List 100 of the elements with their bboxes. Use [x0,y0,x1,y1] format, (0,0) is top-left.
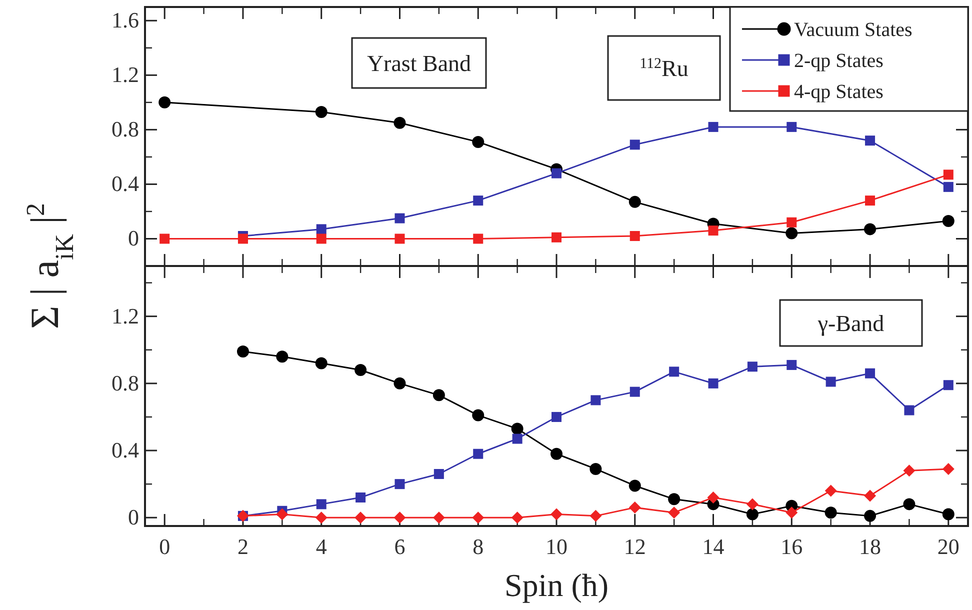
point [473,448,484,459]
point [432,389,445,402]
point [824,484,837,497]
point [630,140,640,150]
x-tick-label: 10 [546,534,568,559]
point [276,350,288,363]
point [316,234,326,244]
point [630,231,640,242]
point [942,462,954,475]
point [904,405,914,416]
y-tick-label: 0.4 [112,438,139,463]
y-tick-label: 0 [128,226,139,251]
point [708,226,718,236]
point [669,366,680,377]
x-tick-label: 6 [394,534,406,559]
x-tick-label: 4 [316,534,327,559]
point [432,512,445,524]
point [865,196,876,206]
x-tick-label: 0 [159,534,170,559]
point [236,346,249,358]
point [354,364,367,376]
point [158,96,171,108]
point [942,215,954,228]
point [552,168,562,178]
point [826,376,836,387]
x-tick-label: 14 [702,534,724,559]
point [864,490,876,502]
point [628,480,641,492]
x-tick-label: 16 [780,534,803,559]
point [943,380,954,390]
x-tick-label: 18 [859,534,882,559]
point [708,122,718,132]
point [316,499,326,510]
point [903,498,916,510]
point [394,479,405,490]
point [472,512,484,524]
x-axis-title: Spin (ħ) [504,567,608,603]
point [552,412,562,422]
y-tick-label: 1.2 [112,303,139,328]
point [354,512,367,524]
y-tick-label: 1.6 [112,8,139,33]
point [315,357,328,370]
point [786,122,797,132]
point [903,464,916,477]
point [630,386,640,397]
point [276,508,288,520]
point [472,409,484,422]
point [394,213,405,224]
point [707,491,720,504]
point [394,234,405,244]
point [473,234,484,244]
point [434,469,444,479]
point [746,498,758,510]
y-tick-label: 0.8 [112,116,139,142]
point [942,508,954,520]
point [238,234,248,244]
point [160,234,170,244]
point [511,512,524,524]
point [824,506,837,519]
point [552,232,562,242]
point [472,136,484,148]
point [315,106,328,118]
point [864,510,876,522]
point [512,434,522,444]
x-tick-label: 12 [624,534,646,559]
x-tick-label: 2 [237,534,248,559]
annotation: Yrast Band [366,51,472,76]
legend-label: Vacuum States [794,19,913,41]
point [865,136,876,146]
point [590,462,602,475]
point [865,368,876,378]
point [708,378,718,388]
point [668,493,680,506]
point [590,510,602,522]
point [786,360,797,370]
point [550,508,562,520]
point [747,362,758,372]
point [628,502,641,514]
annotation: $^{112}$Ru [640,56,689,81]
point [316,224,326,234]
point [786,506,798,519]
point [511,422,524,435]
legend-label: 2-qp States [794,50,884,72]
y-tick-label: 1.2 [112,62,139,88]
point [943,182,954,192]
point [356,492,366,502]
legend-label: 4-qp States [794,81,884,103]
point [394,512,406,524]
point [628,196,641,208]
point [943,170,954,180]
annotation: γ-Band [816,311,885,336]
point [473,196,484,206]
point [394,377,406,390]
x-tick-label: 20 [937,534,960,559]
x-tick-label: 8 [472,534,484,559]
point [550,448,562,460]
point [864,223,876,236]
point [746,508,758,520]
y-tick-label: 0.8 [112,370,139,396]
point [315,512,328,524]
